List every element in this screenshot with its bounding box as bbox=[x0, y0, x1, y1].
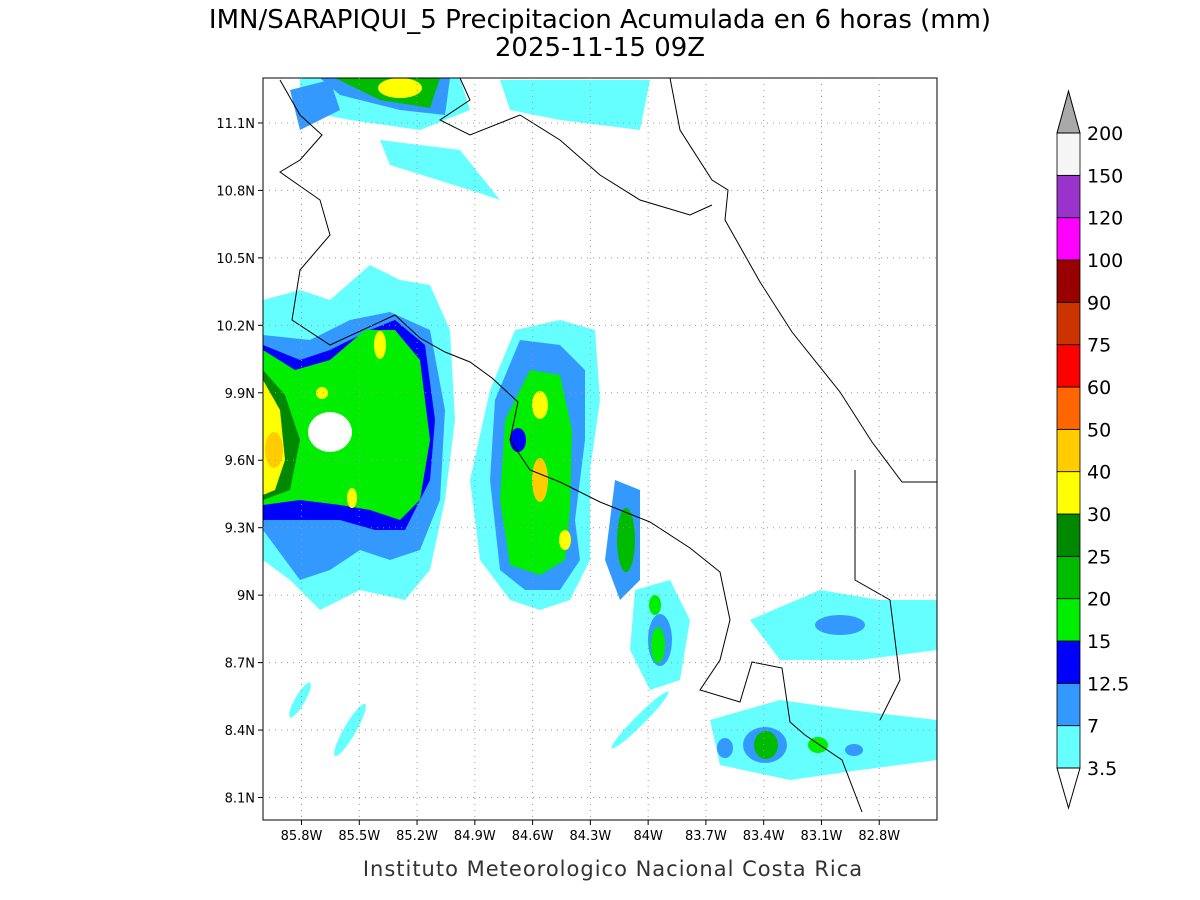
colorbar-label: 150 bbox=[1087, 165, 1123, 187]
lon-tick-label: 83.1W bbox=[801, 829, 843, 844]
colorbar-segment bbox=[1056, 344, 1081, 388]
colorbar-label: 30 bbox=[1087, 504, 1111, 526]
colorbar-label: 90 bbox=[1087, 292, 1111, 314]
lon-tick-label: 85.5W bbox=[338, 829, 380, 844]
colorbar-label: 200 bbox=[1087, 123, 1123, 145]
colorbar-label: 100 bbox=[1087, 250, 1123, 272]
colorbar-segment bbox=[1056, 725, 1081, 769]
title: IMN/SARAPIQUI_5 Precipitacion Acumulada … bbox=[209, 5, 991, 35]
colorbar-segment bbox=[1056, 471, 1081, 515]
precipitation-field bbox=[263, 78, 937, 780]
lon-tick-label: 85.8W bbox=[281, 829, 323, 844]
colorbar-label: 25 bbox=[1087, 546, 1111, 568]
coastlines bbox=[279, 78, 937, 813]
lon-tick-label: 84W bbox=[633, 829, 663, 844]
colorbar-segment bbox=[1056, 301, 1081, 346]
colorbar-segment bbox=[1056, 555, 1081, 600]
colorbar-label: 3.5 bbox=[1087, 758, 1117, 780]
colorbar-segment bbox=[1056, 598, 1081, 642]
colorbar-label: 12.5 bbox=[1087, 673, 1129, 695]
colorbar-segment bbox=[1056, 640, 1081, 684]
lon-tick-label: 84.6W bbox=[512, 829, 554, 844]
lat-tick-label: 10.5N bbox=[216, 252, 255, 267]
colorbar-segment bbox=[1056, 682, 1081, 727]
colorbar-segment bbox=[1056, 513, 1081, 557]
colorbar-segment bbox=[1056, 132, 1081, 176]
footer: Instituto Meteorologico Nacional Costa R… bbox=[363, 857, 863, 881]
colorbar-label: 50 bbox=[1087, 419, 1111, 441]
lon-tick-label: 83.7W bbox=[685, 829, 727, 844]
lat-tick-label: 8.4N bbox=[225, 724, 255, 739]
lat-tick-label: 9.6N bbox=[225, 454, 255, 469]
colorbar-label: 120 bbox=[1087, 208, 1123, 230]
colorbar-segment bbox=[1056, 428, 1081, 473]
lon-tick-label: 82.8W bbox=[858, 829, 900, 844]
lon-tick-label: 84.9W bbox=[454, 829, 496, 844]
colorbar-label: 75 bbox=[1087, 335, 1111, 357]
colorbar-label: 40 bbox=[1087, 462, 1111, 484]
lat-tick-label: 10.2N bbox=[216, 319, 255, 334]
colorbar-label: 60 bbox=[1087, 377, 1111, 399]
lat-tick-label: 9.9N bbox=[225, 387, 255, 402]
lat-tick-label: 10.8N bbox=[216, 184, 255, 199]
lat-tick-label: 8.7N bbox=[225, 657, 255, 672]
colorbar-segment bbox=[1056, 217, 1081, 261]
colorbar-label: 15 bbox=[1087, 631, 1111, 653]
colorbar-segment bbox=[1056, 259, 1081, 303]
colorbar-segment bbox=[1056, 174, 1081, 219]
lat-tick-label: 8.1N bbox=[225, 792, 255, 807]
lon-tick-label: 84.3W bbox=[569, 829, 611, 844]
lon-tick-label: 85.2W bbox=[396, 829, 438, 844]
colorbar-over bbox=[1056, 89, 1081, 134]
lat-tick-label: 9N bbox=[237, 589, 255, 604]
map-frame bbox=[262, 77, 938, 821]
lon-tick-label: 83.4W bbox=[743, 829, 785, 844]
colorbar-label: 7 bbox=[1087, 716, 1099, 738]
subtitle: 2025-11-15 09Z bbox=[495, 33, 705, 63]
colorbar-label: 20 bbox=[1087, 589, 1111, 611]
lat-tick-label: 11.1N bbox=[216, 117, 255, 132]
colorbar-segment bbox=[1056, 386, 1081, 430]
colorbar-under bbox=[1056, 767, 1081, 810]
lat-tick-label: 9.3N bbox=[225, 522, 255, 537]
